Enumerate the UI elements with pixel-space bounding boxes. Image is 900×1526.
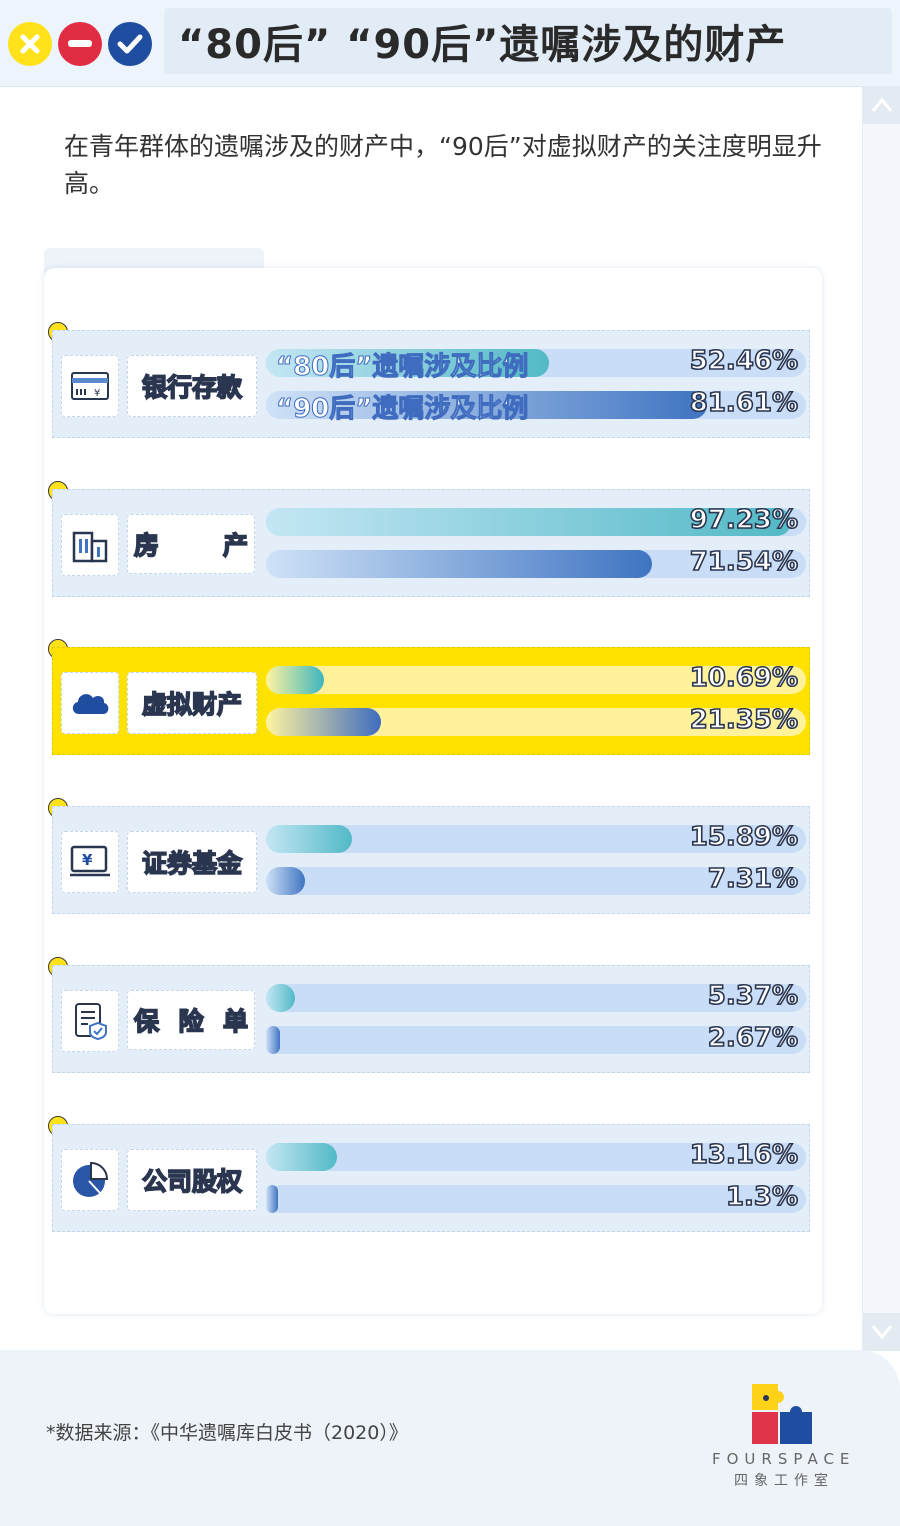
minimize-icon	[68, 40, 92, 47]
bar-track: 7.31%	[266, 863, 806, 895]
bar-track: 15.89%	[266, 821, 806, 853]
bar-track: 97.23%	[266, 504, 806, 536]
value-label: 7.31%	[707, 863, 799, 895]
series-name-label: “90后”遗嘱涉及比例	[275, 394, 529, 425]
window-title: “80后” “90后”遗嘱涉及的财产	[164, 8, 892, 74]
category-label: 证券基金	[127, 831, 257, 893]
bar	[266, 1143, 338, 1171]
bar	[266, 867, 306, 895]
close-icon	[20, 34, 40, 54]
value-label: 81.61%	[689, 387, 799, 419]
category-row: 房产 97.23% 71.54%	[52, 489, 810, 597]
value-label: 52.46%	[689, 345, 799, 377]
building-icon	[61, 514, 119, 576]
footer	[0, 1350, 900, 1526]
bar-track: 13.16%	[266, 1139, 806, 1171]
category-row: 虚拟财产 10.69% 21.35%	[52, 647, 810, 755]
value-label: 21.35%	[689, 704, 799, 736]
value-label: 97.23%	[689, 504, 799, 536]
logo-subtitle: 四象工作室	[734, 1473, 834, 1489]
cloud-icon	[61, 672, 119, 734]
scroll-up-button[interactable]	[863, 86, 900, 124]
value-label: 71.54%	[689, 546, 799, 578]
puzzle-logo-icon	[752, 1384, 812, 1444]
bar	[266, 666, 324, 694]
intro-text: 在青年群体的遗嘱涉及的财产中，“90后”对虚拟财产的关注度明显升高。	[64, 132, 822, 198]
chevron-up-icon	[871, 97, 893, 112]
value-label: 13.16%	[689, 1139, 799, 1171]
category-row: ¥ 银行存款 “80后”遗嘱涉及比例 52.46% “90后”遗嘱涉及比例 81.61%	[52, 330, 810, 438]
bar	[266, 550, 653, 578]
category-row: 保险单 5.37% 2.67%	[52, 965, 810, 1073]
pie-chart-icon	[61, 1149, 119, 1211]
securities-fund-icon: ¥	[61, 831, 119, 893]
bar	[266, 984, 295, 1012]
bar-track: “80后”遗嘱涉及比例 52.46%	[266, 345, 806, 383]
category-row: ¥ 证券基金 15.89% 7.31%	[52, 806, 810, 914]
chevron-down-icon	[871, 1325, 893, 1340]
bar-track: 21.35%	[266, 704, 806, 736]
bar	[266, 708, 382, 736]
category-row: 公司股权 13.16% 1.3%	[52, 1124, 810, 1232]
category-label: 保险单	[127, 990, 255, 1050]
bank-card-icon: ¥	[61, 355, 119, 417]
value-label: 5.37%	[707, 980, 799, 1012]
svg-text:¥: ¥	[94, 388, 100, 399]
svg-text:¥: ¥	[82, 851, 93, 869]
bar	[266, 1185, 278, 1213]
category-label: 公司股权	[127, 1149, 257, 1211]
confirm-icon	[117, 34, 143, 54]
bar	[266, 825, 352, 853]
bar	[266, 391, 707, 419]
value-label: 1.3%	[725, 1181, 799, 1213]
bar-track: 2.67%	[266, 1022, 806, 1054]
bar-track: 5.37%	[266, 980, 806, 1012]
scroll-down-button[interactable]	[863, 1313, 900, 1351]
bar-track: 71.54%	[266, 546, 806, 578]
minimize-button[interactable]	[58, 22, 102, 66]
scrollbar[interactable]	[862, 86, 900, 1351]
bar	[266, 1026, 281, 1054]
logo-text: FOURSPACE	[712, 1450, 856, 1468]
category-label: 虚拟财产	[127, 672, 257, 734]
title-bar: “80后” “90后”遗嘱涉及的财产	[0, 0, 900, 87]
value-label: 15.89%	[689, 821, 799, 853]
confirm-button[interactable]	[108, 22, 152, 66]
value-label: 2.67%	[707, 1022, 799, 1054]
close-button[interactable]	[8, 22, 52, 66]
bar	[266, 508, 792, 536]
bar-track: 1.3%	[266, 1181, 806, 1213]
bar-track: “90后”遗嘱涉及比例 81.61%	[266, 387, 806, 425]
bar-track: 10.69%	[266, 662, 806, 694]
series-name-label: “80后”遗嘱涉及比例	[275, 352, 529, 383]
data-source: *数据来源：《中华遗嘱库白皮书（2020）》	[46, 1422, 408, 1444]
insurance-document-icon	[61, 990, 119, 1052]
value-label: 10.69%	[689, 662, 799, 694]
category-label: 房产	[127, 514, 255, 574]
bar	[266, 349, 550, 377]
category-label: 银行存款	[127, 355, 257, 417]
